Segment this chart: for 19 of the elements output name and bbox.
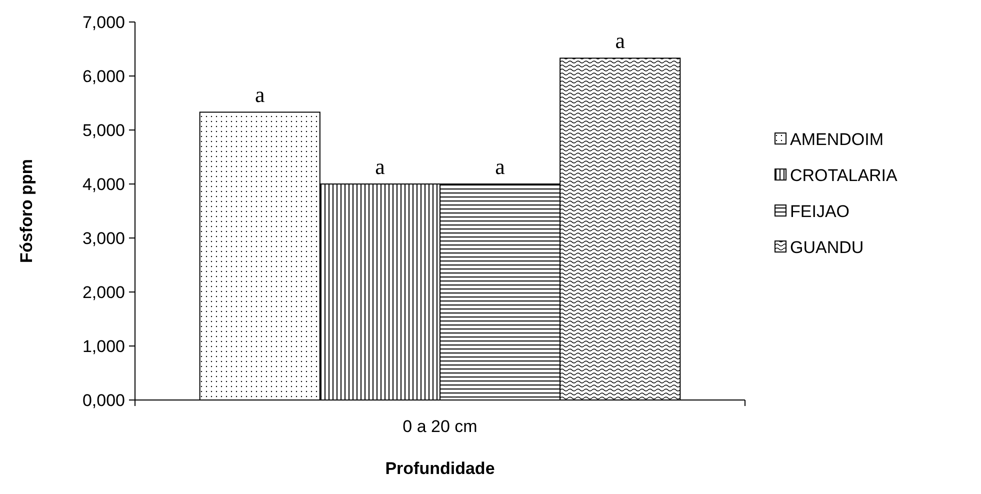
y-tick-label: 7,000 xyxy=(82,12,125,32)
y-tick-label: 0,000 xyxy=(82,390,125,410)
y-axis-title: Fósforo ppm xyxy=(17,159,36,263)
y-tick-label: 6,000 xyxy=(82,66,125,86)
legend-label: FEIJAO xyxy=(790,202,850,221)
data-label: a xyxy=(375,154,386,179)
legend-label: GUANDU xyxy=(790,238,864,257)
y-tick-label: 5,000 xyxy=(82,120,125,140)
y-tick-label: 1,000 xyxy=(82,336,125,356)
x-tick-label: 0 a 20 cm xyxy=(402,417,478,436)
y-tick-label: 3,000 xyxy=(82,228,125,248)
data-label: a xyxy=(615,28,626,54)
legend-label: CROTALARIA xyxy=(790,166,898,185)
legend-label: AMENDOIM xyxy=(790,130,884,149)
data-label: a xyxy=(255,82,265,108)
y-tick-label: 2,000 xyxy=(82,282,125,302)
x-axis-title: Profundidade xyxy=(385,459,495,478)
y-tick-label: 4,000 xyxy=(82,174,125,194)
data-label: a xyxy=(495,154,506,179)
